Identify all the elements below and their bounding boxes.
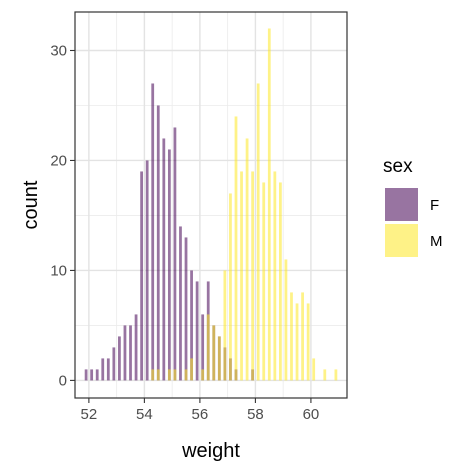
- bar-f: [84, 369, 88, 381]
- bar-f: [101, 358, 105, 381]
- bar-m: [223, 270, 227, 381]
- bar-f: [140, 171, 143, 381]
- legend-label-m: M: [430, 233, 443, 250]
- bar-m: [184, 369, 188, 381]
- bar-f: [184, 237, 188, 381]
- bar-f: [156, 105, 160, 381]
- bar-f: [145, 160, 149, 381]
- bar-m: [279, 182, 282, 381]
- bar-m: [256, 83, 260, 381]
- legend-key-m: [385, 224, 418, 257]
- bar-m: [234, 116, 238, 381]
- legend-label-f: F: [430, 197, 439, 214]
- bar-m: [301, 292, 304, 381]
- bar-f: [118, 336, 121, 381]
- bar-m: [190, 358, 193, 381]
- bar-m: [290, 292, 293, 381]
- bar-f: [190, 270, 193, 381]
- bar-m: [323, 369, 327, 381]
- bar-m: [240, 171, 243, 381]
- bar-m: [306, 303, 310, 381]
- x-tick-label: 56: [192, 406, 209, 423]
- bar-m: [212, 325, 216, 381]
- bar-f: [167, 149, 171, 381]
- bar-m: [201, 369, 205, 381]
- legend-title: sex: [383, 156, 413, 177]
- bar-m: [206, 314, 210, 381]
- y-axis-title: count: [20, 180, 42, 229]
- bar-f: [195, 281, 199, 381]
- bar-f: [151, 83, 155, 381]
- bar-f: [162, 138, 166, 381]
- legend-key-f: [385, 188, 418, 221]
- bar-m: [245, 138, 249, 381]
- bar-f: [106, 358, 110, 381]
- bar-f: [201, 314, 205, 381]
- bar-m: [167, 369, 171, 381]
- bar-m: [334, 369, 338, 381]
- x-tick-label: 60: [303, 406, 320, 423]
- panel-border: [74, 11, 348, 399]
- y-tick-label: 30: [50, 42, 67, 59]
- bar-m: [229, 193, 232, 381]
- x-tick-label: 52: [81, 406, 98, 423]
- x-tick-label: 58: [247, 406, 264, 423]
- legend: sex F M: [383, 156, 443, 257]
- bar-m: [217, 336, 221, 381]
- bar-m: [273, 171, 277, 381]
- bar-m: [284, 259, 288, 381]
- bar-f: [173, 127, 177, 381]
- bar-m: [312, 358, 316, 381]
- bar-f: [112, 347, 116, 381]
- bar-f: [90, 369, 94, 381]
- bar-m: [151, 369, 155, 381]
- bar-m: [295, 303, 299, 381]
- x-tick-label: 54: [136, 406, 153, 423]
- bar-m: [267, 28, 271, 381]
- bar-f: [179, 226, 182, 381]
- axis-ticks: 52 54 56 58 60 0 10 20 30: [50, 42, 319, 423]
- bar-m: [173, 369, 177, 381]
- bar-m: [251, 171, 255, 381]
- y-tick-label: 20: [50, 152, 67, 169]
- bars: [84, 28, 338, 381]
- grid-lines: [75, 12, 347, 398]
- bar-m: [262, 182, 266, 381]
- bar-f: [123, 325, 127, 381]
- bar-f: [129, 325, 132, 381]
- bar-m: [156, 369, 160, 381]
- series-m: [151, 28, 338, 381]
- y-tick-label: 0: [59, 372, 67, 389]
- y-tick-label: 10: [50, 262, 67, 279]
- bar-f: [95, 369, 99, 381]
- bar-f: [134, 314, 138, 381]
- x-axis-title: weight: [181, 440, 240, 462]
